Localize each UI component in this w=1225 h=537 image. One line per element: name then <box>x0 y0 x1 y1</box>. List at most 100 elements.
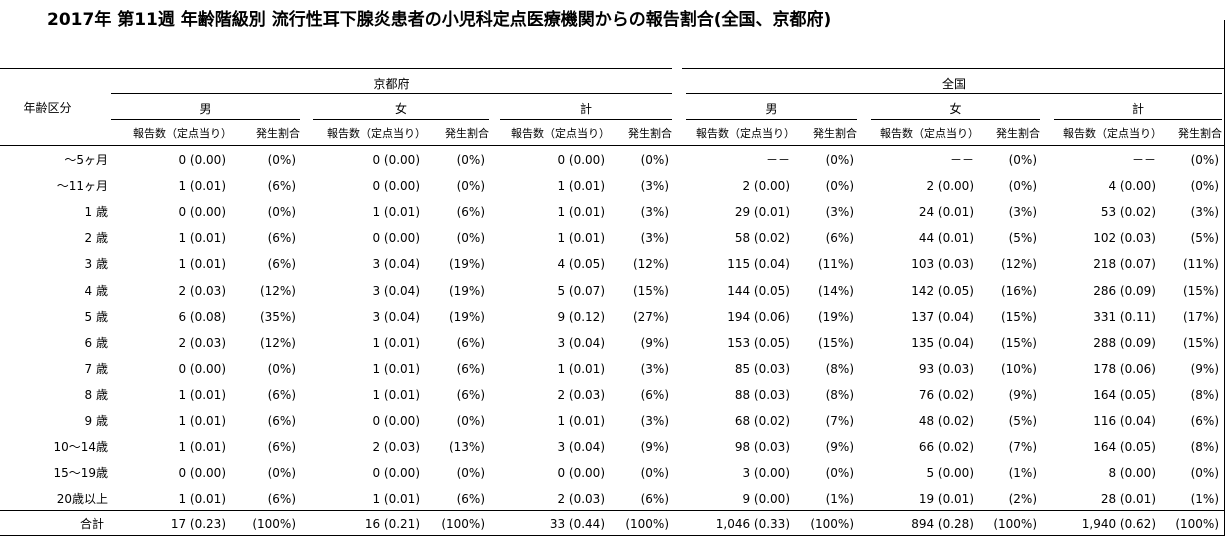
rate-cell: (0%) <box>456 179 485 193</box>
report-count-cell: 1 (0.01) <box>178 440 226 454</box>
rate-cell: (0%) <box>267 205 296 219</box>
report-count-cell: 66 (0.02) <box>918 440 974 454</box>
report-count-cell: 16 (0.21) <box>364 517 420 531</box>
report-count-cell: －－ <box>1131 153 1156 167</box>
age-label: 4 歳 <box>84 284 108 298</box>
rate-cell: (5%) <box>1008 414 1037 428</box>
age-label: 6 歳 <box>84 336 108 350</box>
report-count-cell: 0 (0.00) <box>178 205 226 219</box>
report-count-cell: 3 (0.04) <box>557 440 605 454</box>
rate-cell: (6%) <box>640 492 669 506</box>
report-count-cell: 144 (0.05) <box>727 284 790 298</box>
report-count-cell: 3 (0.04) <box>372 310 420 324</box>
rate-cell: (100%) <box>1175 517 1219 531</box>
report-count-cell: 0 (0.00) <box>372 231 420 245</box>
report-count-header: 報告数（定点当り） <box>696 127 795 140</box>
age-label: ～5ヶ月 <box>64 153 108 167</box>
report-count-cell: 1 (0.01) <box>372 492 420 506</box>
rate-cell: (6%) <box>825 231 854 245</box>
report-count-cell: 2 (0.00) <box>742 179 790 193</box>
rate-cell: (2%) <box>1008 492 1037 506</box>
rate-cell: (0%) <box>640 466 669 480</box>
report-count-header: 報告数（定点当り） <box>880 127 979 140</box>
sex-header-total: 計 <box>1131 102 1144 116</box>
rule-region-1 <box>686 93 1222 94</box>
sex-header-female: 女 <box>949 102 962 116</box>
rate-cell: (3%) <box>1008 205 1037 219</box>
age-label: 1 歳 <box>84 205 108 219</box>
report-count-cell: 2 (0.03) <box>178 284 226 298</box>
rate-cell: (0%) <box>267 466 296 480</box>
sex-header-total: 計 <box>579 102 592 116</box>
rule-bottom <box>0 535 1225 536</box>
report-count-cell: 331 (0.11) <box>1093 310 1156 324</box>
report-count-cell: 0 (0.00) <box>178 362 226 376</box>
rule-sex-1 <box>313 119 489 120</box>
rate-cell: (9%) <box>1008 388 1037 402</box>
rate-cell: (0%) <box>1008 179 1037 193</box>
rate-cell: (1%) <box>1008 466 1037 480</box>
report-count-cell: 2 (0.03) <box>178 336 226 350</box>
rule-total-top <box>0 510 1225 511</box>
report-count-cell: 1 (0.01) <box>178 414 226 428</box>
rate-cell: (0%) <box>1190 466 1219 480</box>
report-count-cell: 4 (0.00) <box>1108 179 1156 193</box>
rate-cell: (19%) <box>448 310 485 324</box>
rate-cell: (3%) <box>640 205 669 219</box>
report-count-cell: 1 (0.01) <box>557 179 605 193</box>
rate-cell: (100%) <box>810 517 854 531</box>
report-count-cell: 286 (0.09) <box>1093 284 1156 298</box>
rate-cell: (6%) <box>267 414 296 428</box>
report-count-cell: 6 (0.08) <box>178 310 226 324</box>
total-label: 合計 <box>79 517 104 531</box>
age-label: ～11ヶ月 <box>56 179 108 193</box>
rate-cell: (8%) <box>825 388 854 402</box>
report-count-cell: 33 (0.44) <box>549 517 605 531</box>
report-count-cell: 142 (0.05) <box>911 284 974 298</box>
report-count-cell: 135 (0.04) <box>911 336 974 350</box>
rate-header: 発生割合 <box>256 127 300 140</box>
sex-header-male: 男 <box>765 102 778 116</box>
rate-cell: (3%) <box>640 414 669 428</box>
report-count-cell: 1 (0.01) <box>557 414 605 428</box>
rule-sex-0 <box>111 119 300 120</box>
rate-cell: (0%) <box>1190 179 1219 193</box>
report-count-cell: 288 (0.09) <box>1093 336 1156 350</box>
report-count-cell: 85 (0.03) <box>734 362 790 376</box>
report-count-cell: 153 (0.05) <box>727 336 790 350</box>
rate-cell: (10%) <box>1000 362 1037 376</box>
rate-cell: (11%) <box>817 257 854 271</box>
report-count-cell: 137 (0.04) <box>911 310 974 324</box>
rate-cell: (12%) <box>259 284 296 298</box>
rule-sex-2 <box>500 119 672 120</box>
report-count-cell: 17 (0.23) <box>170 517 226 531</box>
rate-cell: (0%) <box>267 153 296 167</box>
rate-cell: (0%) <box>825 179 854 193</box>
report-count-cell: 2 (0.03) <box>557 492 605 506</box>
rate-cell: (1%) <box>1190 492 1219 506</box>
report-count-cell: 1,046 (0.33) <box>715 517 790 531</box>
rate-cell: (6%) <box>267 231 296 245</box>
rate-cell: (6%) <box>640 388 669 402</box>
rate-cell: (9%) <box>825 440 854 454</box>
age-label: 5 歳 <box>84 310 108 324</box>
rate-cell: (8%) <box>1190 388 1219 402</box>
report-count-cell: 68 (0.02) <box>734 414 790 428</box>
rule-sex-5 <box>1054 119 1222 120</box>
report-count-cell: 1 (0.01) <box>557 231 605 245</box>
rate-cell: (5%) <box>1008 231 1037 245</box>
report-count-cell: 3 (0.04) <box>557 336 605 350</box>
rate-cell: (19%) <box>448 284 485 298</box>
report-count-cell: 0 (0.00) <box>372 153 420 167</box>
rate-cell: (6%) <box>456 492 485 506</box>
rule-region-0 <box>111 93 672 94</box>
report-count-cell: 0 (0.00) <box>178 466 226 480</box>
rate-cell: (35%) <box>259 310 296 324</box>
rate-cell: (0%) <box>456 414 485 428</box>
report-count-header: 報告数（定点当り） <box>1063 127 1162 140</box>
rate-cell: (8%) <box>1190 440 1219 454</box>
rate-cell: (7%) <box>825 414 854 428</box>
rate-cell: (9%) <box>1190 362 1219 376</box>
report-count-cell: 1 (0.01) <box>372 388 420 402</box>
